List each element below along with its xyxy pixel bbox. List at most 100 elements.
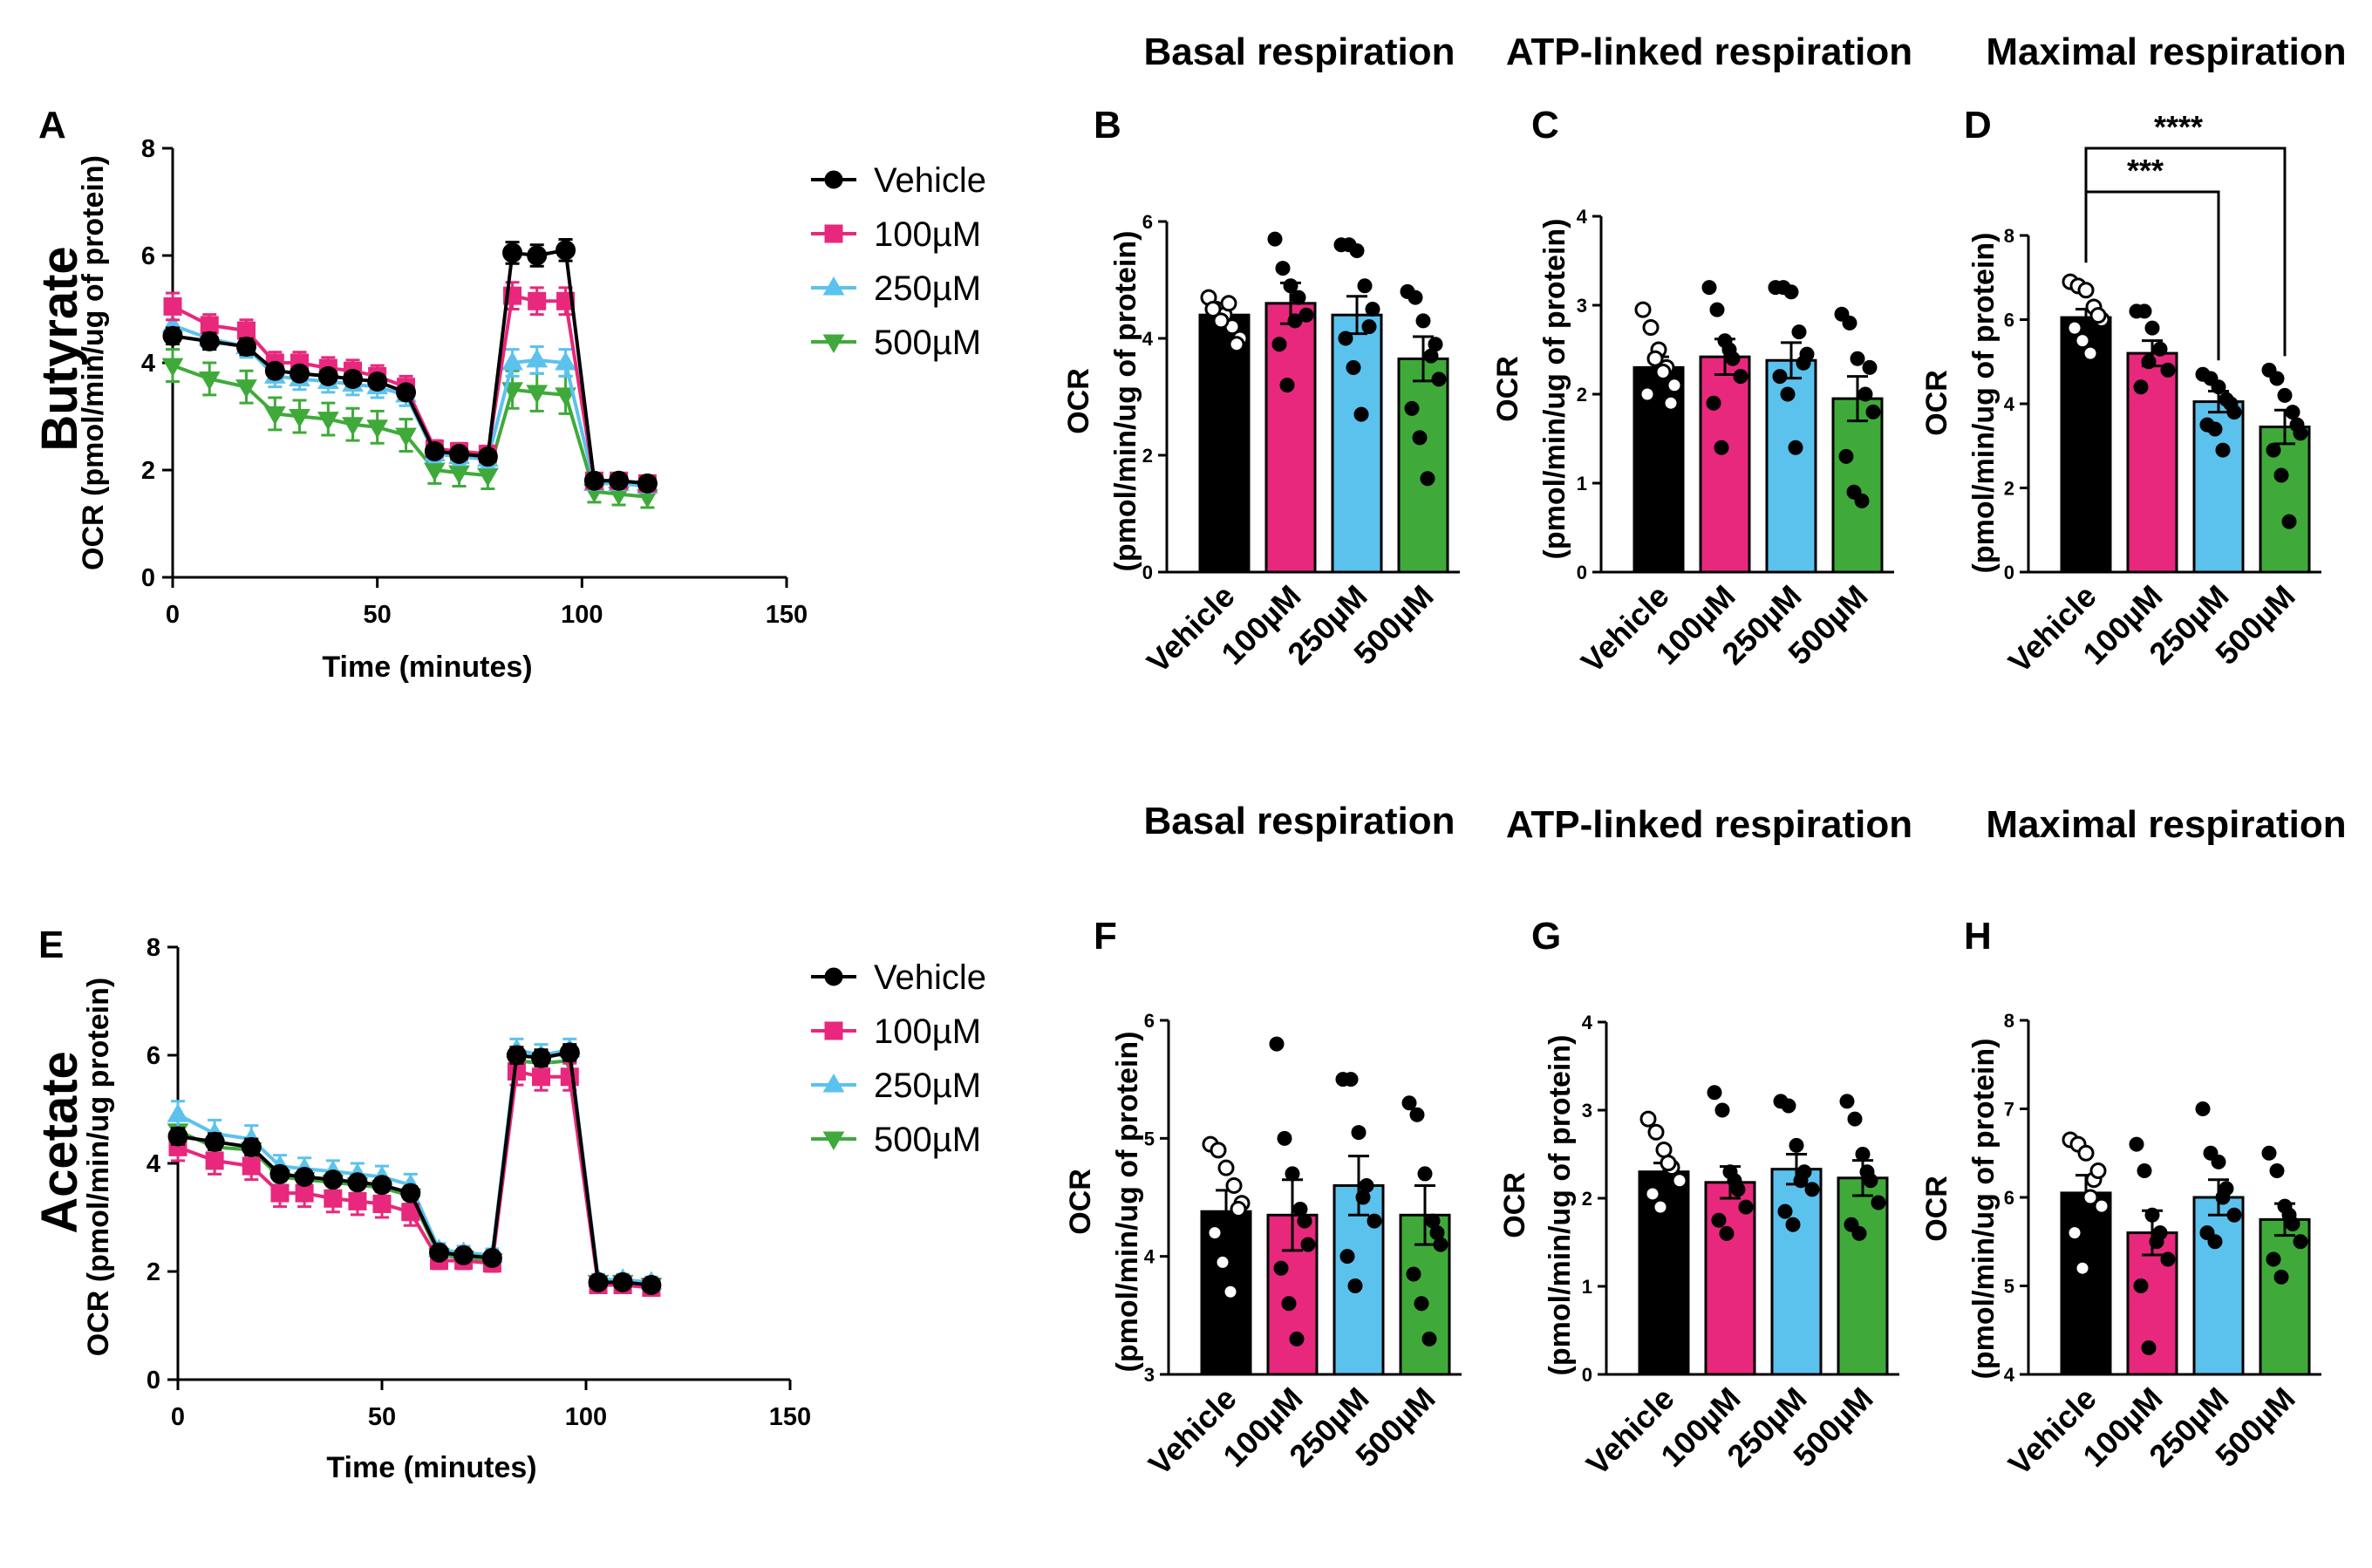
- legend-label: Vehicle: [874, 958, 986, 997]
- data-point: [2281, 514, 2297, 529]
- data-point: [1709, 302, 1725, 317]
- data-point: [295, 1183, 314, 1203]
- data-point: [1646, 350, 1664, 367]
- data-point: [583, 470, 604, 491]
- data-point: [1269, 1036, 1285, 1052]
- data-point: [424, 440, 445, 461]
- data-point: [1634, 301, 1652, 318]
- y-tick-label: 8: [147, 934, 160, 962]
- data-point: [1206, 1224, 1223, 1242]
- data-point: [637, 473, 658, 494]
- legend-label: Vehicle: [874, 161, 986, 200]
- y-tick-label: 1: [1577, 473, 1587, 494]
- data-point: [1267, 231, 1283, 247]
- y-tick-label: 2: [1577, 384, 1587, 406]
- data-point: [1291, 290, 1306, 305]
- data-point: [400, 1183, 421, 1203]
- col-title-atp: ATP-linked respiration: [1506, 31, 1912, 73]
- data-point: [2266, 1251, 2281, 1267]
- y-tick-label: 4: [1582, 1012, 1593, 1033]
- data-point: [2093, 1197, 2110, 1215]
- data-point: [527, 245, 548, 266]
- y-axis-title: OCR: [1064, 1169, 1097, 1235]
- y-tick-label: 0: [1582, 1364, 1592, 1386]
- y-tick-label: 0: [147, 1367, 160, 1394]
- data-point: [2269, 371, 2285, 386]
- y-tick-label: 6: [1144, 1010, 1155, 1032]
- data-point: [199, 331, 220, 351]
- data-point: [2211, 379, 2226, 395]
- y-tick-label: 8: [141, 135, 155, 163]
- data-point: [1361, 319, 1377, 335]
- y-tick-label: 0: [1577, 562, 1587, 583]
- data-point: [1772, 369, 1788, 385]
- data-point: [1349, 243, 1365, 258]
- data-point: [241, 1136, 262, 1157]
- data-point: [1429, 1225, 1445, 1241]
- data-point: [1271, 337, 1287, 352]
- category-label: Vehicle: [1574, 578, 1676, 680]
- legend-label: 100µM: [874, 215, 981, 254]
- data-point: [2289, 417, 2305, 433]
- data-point: [1222, 1283, 1239, 1300]
- y-tick-label: 6: [147, 1042, 160, 1070]
- y-axis-title-units: (pmol/min/ug of protein): [1544, 1035, 1577, 1376]
- data-point: [1279, 378, 1295, 393]
- data-point: [2144, 1207, 2160, 1223]
- data-point: [2215, 442, 2231, 458]
- legend-label: 100µM: [874, 1012, 981, 1051]
- legend-item-500µM: 500µM: [811, 1121, 981, 1159]
- data-point: [2066, 1224, 2083, 1242]
- col-title-maximal-2: Maximal respiration: [1986, 803, 2346, 846]
- data-point: [1842, 315, 1857, 331]
- data-point: [1793, 1173, 1809, 1189]
- data-point: [1851, 1225, 1867, 1241]
- data-point: [1353, 406, 1369, 422]
- data-point: [161, 358, 184, 378]
- significance-bracket: ***: [2084, 153, 2220, 361]
- y-axis-title-units: (pmol/min/ug of protein): [1109, 231, 1142, 572]
- data-point: [2195, 1101, 2211, 1116]
- legend-item-100µM: 100µM: [811, 1012, 981, 1051]
- data-point: [242, 1156, 261, 1176]
- data-point: [367, 372, 388, 392]
- data-point: [1357, 278, 1373, 294]
- legend-item-100µM: 100µM: [811, 215, 981, 254]
- y-axis-title: OCR: [1920, 370, 1953, 436]
- data-point: [1639, 385, 1656, 403]
- data-point: [502, 242, 523, 263]
- data-point: [163, 297, 182, 316]
- data-point: [1859, 1164, 1875, 1180]
- data-point: [1365, 302, 1380, 317]
- x-tick-label: 100: [561, 601, 603, 629]
- data-point: [1838, 448, 1854, 464]
- data-point: [294, 1167, 315, 1187]
- y-tick-label: 2: [141, 457, 155, 485]
- data-point: [1355, 1190, 1371, 1205]
- panel-letter-D: D: [1964, 104, 1992, 147]
- acetate-label: Acetate: [31, 1051, 88, 1234]
- legend-marker: [822, 334, 845, 354]
- col-title-basal-2: Basal respiration: [1143, 800, 1455, 842]
- data-point: [1212, 312, 1230, 330]
- data-point: [395, 427, 417, 447]
- y-tick-label: 0: [141, 564, 155, 592]
- data-point: [1647, 1123, 1665, 1141]
- data-point: [1662, 394, 1680, 412]
- data-point: [1428, 337, 1443, 352]
- data-point: [1796, 355, 1811, 371]
- y-tick-label: 5: [1144, 1128, 1155, 1149]
- data-point: [235, 379, 257, 399]
- y-tick-label: 8: [2004, 1010, 2014, 1032]
- data-point: [1660, 1155, 1677, 1172]
- data-point: [289, 363, 310, 384]
- data-point: [2266, 442, 2281, 458]
- category-label: Vehicle: [1142, 1381, 1244, 1483]
- data-point: [348, 1191, 367, 1210]
- y-tick-label: 4: [2004, 1364, 2015, 1386]
- y-tick-label: 6: [141, 242, 155, 270]
- data-point: [2269, 1163, 2285, 1179]
- series-500µM: [167, 1048, 663, 1297]
- data-point: [588, 1271, 609, 1292]
